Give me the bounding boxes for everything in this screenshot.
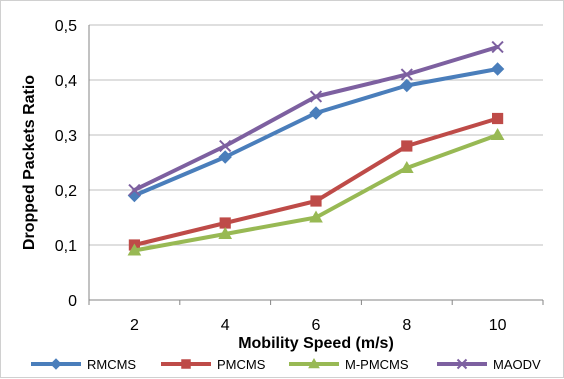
data-point: [491, 40, 504, 54]
legend-swatch-marker: [308, 357, 320, 369]
data-point: [399, 160, 414, 173]
y-tick-label: 0,1: [55, 238, 77, 255]
series-group: [127, 40, 505, 256]
y-tick-label: 0: [68, 293, 77, 310]
x-tick-label: 6: [312, 317, 321, 334]
x-axis-title: Mobility Speed (m/s): [238, 335, 394, 352]
series-m-pmcms: [127, 127, 505, 256]
data-point: [219, 217, 231, 229]
y-tick-label: 0,3: [55, 128, 77, 145]
legend-label: MAODV: [493, 357, 541, 372]
legend-item: PMCMS: [161, 357, 266, 372]
y-tick-label: 0,5: [55, 18, 77, 35]
series-line: [132, 116, 500, 247]
data-point: [127, 243, 142, 256]
legend-item: RMCMS: [31, 357, 136, 372]
data-point: [309, 210, 323, 223]
y-tick-label: 0,2: [55, 183, 77, 200]
y-tick-label: 0,4: [55, 73, 77, 90]
data-point: [490, 62, 505, 76]
x-axis-ticks: 2 4 6 8 10: [130, 317, 507, 334]
legend-swatch-marker: [181, 359, 191, 369]
data-point: [218, 150, 232, 164]
series-maodv: [128, 40, 504, 197]
data-point: [492, 112, 504, 125]
y-axis-title: Dropped Packets Ratio: [21, 75, 38, 250]
data-point: [490, 127, 505, 140]
series-rmcms: [127, 62, 505, 203]
data-point: [309, 90, 323, 103]
data-point: [400, 68, 413, 81]
legend-swatch-marker: [50, 358, 62, 370]
x-tick-label: 10: [489, 317, 507, 334]
data-point: [401, 140, 413, 152]
x-tick-label: 8: [402, 317, 411, 334]
data-point: [128, 183, 141, 197]
data-point: [400, 78, 414, 93]
data-point: [310, 195, 322, 207]
legend-swatch-marker: [456, 358, 468, 370]
y-axis-ticks: 0 0,1 0,2 0,3 0,4 0,5: [55, 18, 77, 310]
legend-item: M-PMCMS: [289, 357, 409, 372]
legend-label: M-PMCMS: [345, 357, 409, 372]
legend-label: PMCMS: [217, 357, 266, 372]
data-point: [309, 106, 323, 120]
grid-lines: [88, 24, 544, 305]
series-pmcms: [128, 112, 504, 251]
legend-item: MAODV: [437, 357, 541, 372]
legend-label: RMCMS: [87, 357, 136, 372]
series-line: [132, 67, 500, 198]
legend: RMCMS PMCMS M-PMCMS MAODV: [31, 357, 541, 372]
x-tick-label: 2: [130, 317, 139, 334]
x-tick-label: 4: [221, 317, 230, 334]
data-point: [219, 139, 232, 153]
data-point: [218, 226, 233, 239]
